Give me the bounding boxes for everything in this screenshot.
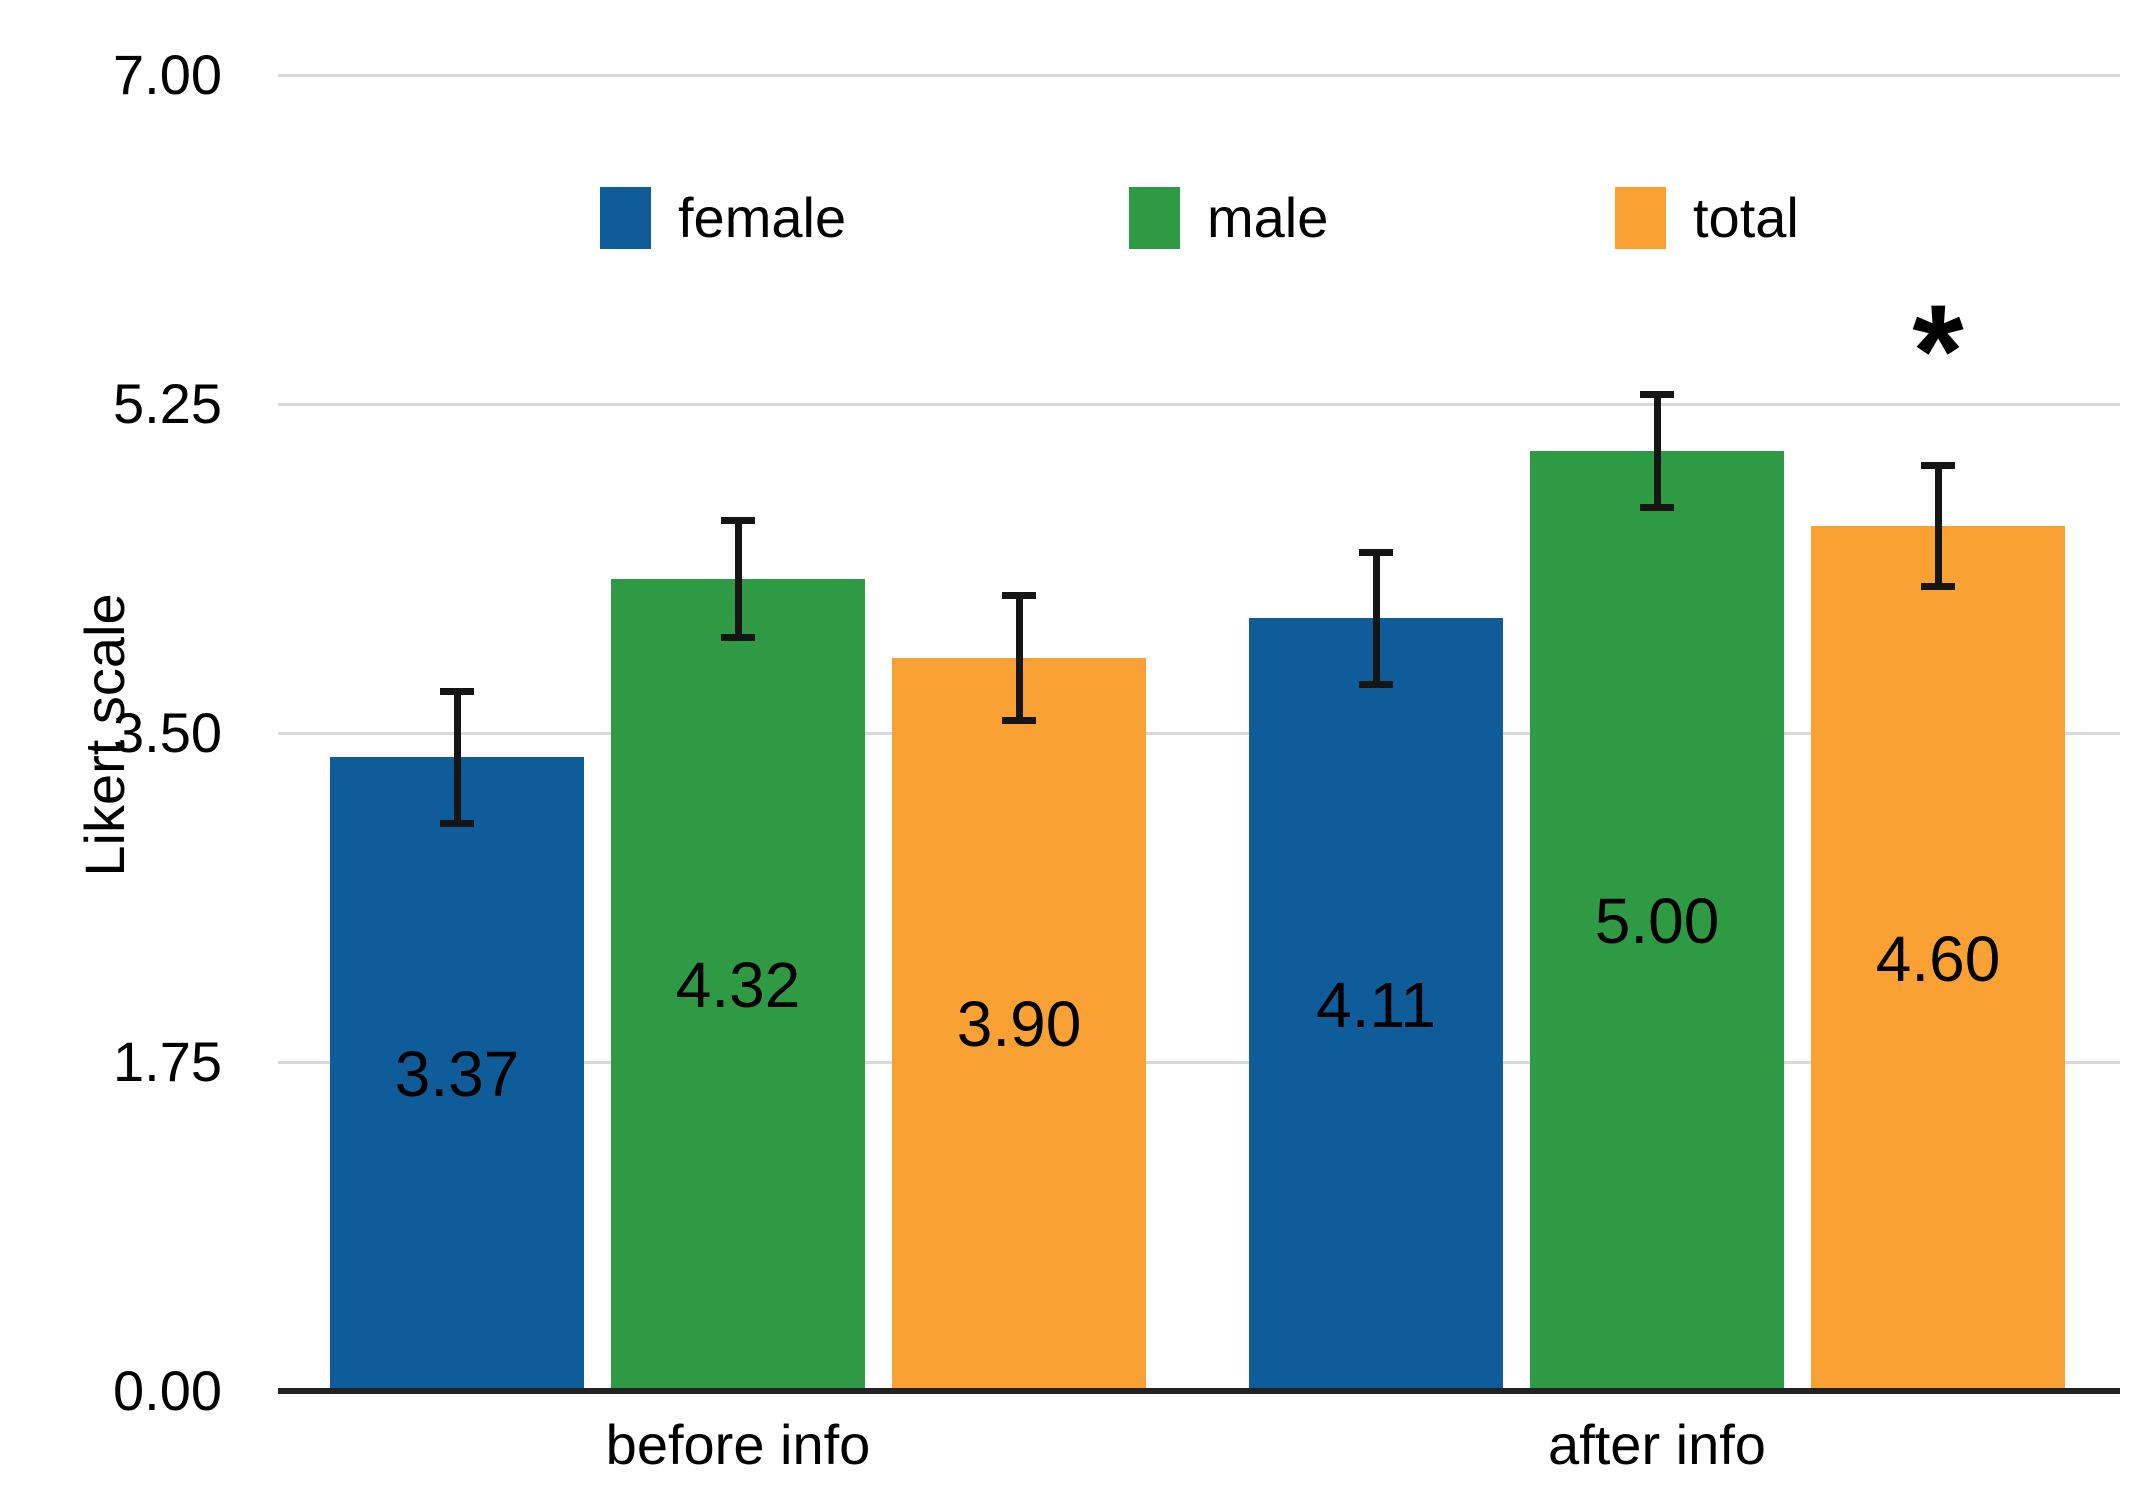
bar-value-label: 3.90 bbox=[956, 988, 1082, 1061]
legend-label-male: male bbox=[1207, 186, 1329, 249]
x-category-label-before-info: before info bbox=[605, 1413, 871, 1476]
bar-value-label: 4.11 bbox=[1316, 968, 1436, 1041]
error-bar-bottom-cap bbox=[440, 819, 474, 827]
legend-swatch-female bbox=[600, 187, 651, 249]
gridline bbox=[278, 403, 2120, 406]
legend-item-female: female bbox=[600, 187, 846, 249]
gridline bbox=[278, 732, 2120, 735]
error-bar-stem bbox=[1016, 592, 1023, 724]
bar-male-before-info: 4.32 bbox=[611, 578, 865, 1391]
y-tick-label: 0.00 bbox=[113, 1359, 222, 1422]
error-bar-stem bbox=[1373, 548, 1380, 688]
error-bar bbox=[440, 687, 474, 827]
error-bar-bottom-cap bbox=[1002, 716, 1036, 724]
legend-item-male: male bbox=[1129, 187, 1328, 249]
y-tick-label: 5.25 bbox=[113, 372, 222, 435]
bar-value-label: 5.00 bbox=[1594, 885, 1720, 957]
bar-value-label: 4.60 bbox=[1875, 922, 2001, 995]
legend-item-total: total bbox=[1615, 187, 1799, 249]
legend-swatch-total bbox=[1615, 187, 1666, 249]
error-bar-stem bbox=[454, 687, 461, 827]
legend-label-total: total bbox=[1693, 186, 1799, 249]
error-bar-stem bbox=[735, 516, 742, 641]
legend-swatch-male bbox=[1129, 187, 1180, 249]
error-bar-bottom-cap bbox=[721, 633, 755, 641]
bar-total-before-info: 3.90 bbox=[892, 657, 1146, 1391]
error-bar-stem bbox=[1654, 390, 1661, 512]
error-bar-bottom-cap bbox=[1640, 504, 1674, 512]
y-tick-label: 7.00 bbox=[113, 43, 222, 106]
error-bar bbox=[1921, 462, 1955, 591]
error-bar-bottom-cap bbox=[1359, 680, 1393, 688]
bar-female-before-info: 3.37 bbox=[330, 757, 584, 1391]
error-bar bbox=[1359, 548, 1393, 688]
bar-female-after-info: 4.11 bbox=[1249, 618, 1503, 1391]
x-category-label-after-info: after info bbox=[1548, 1413, 1766, 1476]
error-bar bbox=[721, 516, 755, 641]
bar-total-after-info: 4.60 bbox=[1811, 526, 2065, 1391]
error-bar-stem bbox=[1935, 462, 1942, 591]
significance-asterisk: * bbox=[1912, 277, 1964, 425]
bar-value-label: 3.37 bbox=[394, 1038, 520, 1111]
bar-male-after-info: 5.00 bbox=[1530, 451, 1784, 1391]
legend-label-female: female bbox=[678, 186, 847, 249]
gridline bbox=[278, 1061, 2120, 1064]
bar-value-label: 4.32 bbox=[675, 948, 801, 1021]
y-tick-label: 3.50 bbox=[113, 701, 222, 764]
error-bar bbox=[1002, 592, 1036, 724]
error-bar-bottom-cap bbox=[1921, 583, 1955, 591]
gridline bbox=[278, 74, 2120, 77]
error-bar bbox=[1640, 390, 1674, 512]
x-axis-line bbox=[278, 1388, 2120, 1394]
y-tick-label: 1.75 bbox=[113, 1030, 222, 1093]
